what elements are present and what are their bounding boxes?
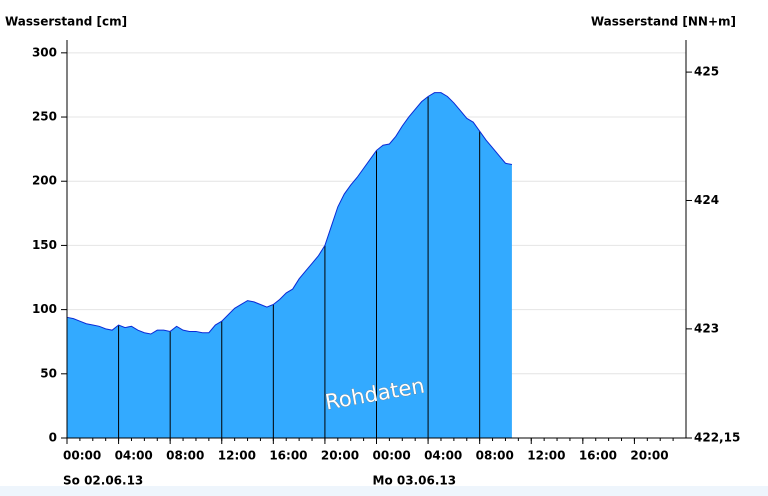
y-tick-label: 200 [32, 174, 57, 188]
x-date-label: Mo 03.06.13 [373, 474, 457, 488]
y-tick-label: 150 [32, 238, 57, 252]
x-tick-label: 08:00 [476, 449, 514, 463]
y-tick-label: 100 [32, 302, 57, 316]
x-tick-label: 04:00 [424, 449, 462, 463]
y-tick-label: 300 [32, 45, 57, 59]
y2-tick-label: 425 [694, 65, 719, 79]
area [67, 92, 512, 439]
y-tick-label: 250 [32, 110, 57, 124]
x-tick-label: 00:00 [63, 449, 101, 463]
footer-strip [0, 486, 768, 496]
y2-tick-label: 423 [694, 321, 719, 335]
x-date-label: So 02.06.13 [63, 474, 143, 488]
x-tick-label: 00:00 [373, 449, 411, 463]
y2-axis-title: Wasserstand [NN+m] [591, 15, 736, 29]
x-tick-label: 20:00 [321, 449, 359, 463]
y-tick-label: 0 [49, 431, 57, 445]
y-axis-title: Wasserstand [cm] [5, 15, 127, 29]
line [66, 92, 513, 335]
x-tick-label: 08:00 [166, 449, 204, 463]
x-tick-label: 16:00 [579, 449, 617, 463]
x-tick-label: 12:00 [527, 449, 565, 463]
x-tick-label: 12:00 [218, 449, 256, 463]
x-tick-label: 20:00 [630, 449, 668, 463]
y2-tick-label: 422,15 [694, 431, 740, 445]
y-tick-label: 50 [40, 366, 57, 380]
x-tick-label: 04:00 [115, 449, 153, 463]
y2-tick-label: 424 [694, 193, 719, 207]
x-tick-label: 16:00 [269, 449, 307, 463]
